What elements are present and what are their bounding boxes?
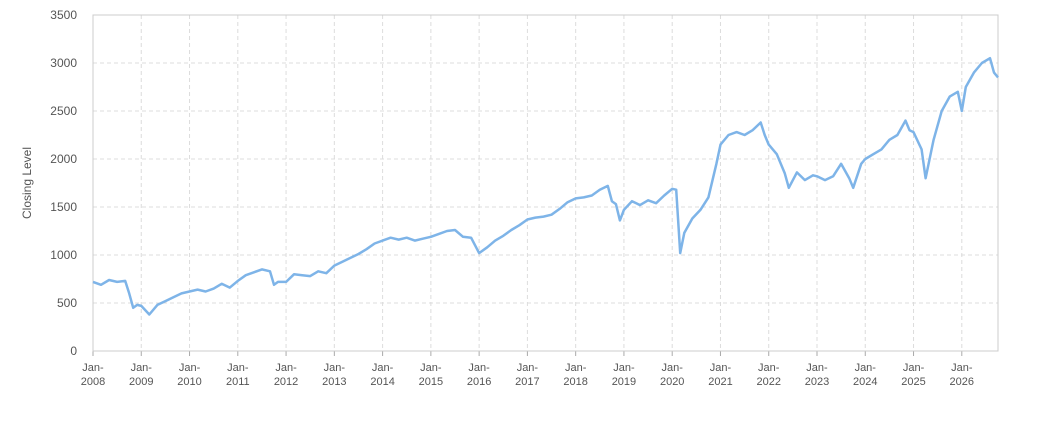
x-tick-label: Jan-2009	[129, 362, 153, 388]
data-line	[92, 56, 999, 316]
plot-frame	[92, 14, 999, 352]
x-tick-label: Jan-2019	[612, 362, 636, 388]
y-tick-label: 3500	[50, 8, 77, 22]
x-tick-label: Jan-2011	[226, 362, 250, 388]
x-tick-label: Jan-2020	[660, 362, 684, 388]
y-tick-label: 0	[70, 344, 77, 358]
x-tick-label: Jan-2024	[853, 362, 877, 388]
x-tick-label: Jan-2023	[805, 362, 829, 388]
x-tick-label: Jan-2025	[901, 362, 925, 388]
y-axis-title: Closing Level	[20, 147, 34, 219]
x-tick-label: Jan-2016	[467, 362, 491, 388]
y-tick-label: 2500	[50, 104, 77, 118]
x-tick-label: Jan-2014	[370, 362, 394, 388]
x-tick-label: Jan-2018	[563, 362, 587, 388]
x-tick-label: Jan-2012	[274, 362, 298, 388]
x-tick-label: Jan-2008	[81, 362, 105, 388]
y-tick-label: 1500	[50, 200, 77, 214]
x-tick-label: Jan-2017	[515, 362, 539, 388]
x-tick-label: Jan-2013	[322, 362, 346, 388]
x-tick-label: Jan-2021	[708, 362, 732, 388]
y-tick-label: 3000	[50, 56, 77, 70]
x-tick-label: Jan-2015	[419, 362, 443, 388]
y-tick-label: 2000	[50, 152, 77, 166]
y-tick-label: 1000	[50, 248, 77, 262]
x-tick-label: Jan-2022	[756, 362, 780, 388]
y-tick-label: 500	[57, 296, 77, 310]
x-tick-label: Jan-2026	[950, 362, 974, 388]
x-tick-label: Jan-2010	[177, 362, 201, 388]
